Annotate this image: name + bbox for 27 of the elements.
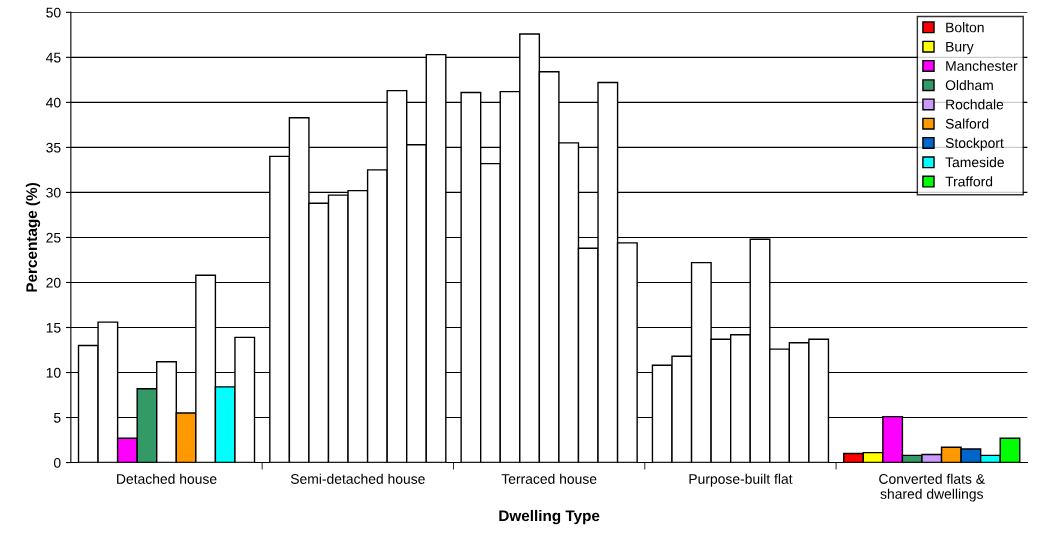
legend-label: Tameside bbox=[945, 157, 1004, 168]
y-tick-label: 50 bbox=[46, 7, 61, 18]
x-tick-label: Semi-detached house bbox=[290, 473, 425, 484]
x-tick-label: Purpose-built flat bbox=[689, 473, 793, 487]
legend-label: Trafford bbox=[945, 176, 993, 187]
y-tick-label: 15 bbox=[46, 322, 61, 333]
legend-label: Bury bbox=[946, 41, 974, 55]
y-tick-label: 25 bbox=[46, 232, 61, 243]
y-tick-label: 20 bbox=[46, 277, 61, 288]
legend-label: Stockport bbox=[945, 137, 1004, 151]
y-tick-label: 10 bbox=[46, 367, 61, 378]
x-tick-label: Converted flats & shared dwellings bbox=[879, 473, 985, 502]
legend-label: Salford bbox=[945, 118, 989, 129]
legend-label: Rochdale bbox=[946, 99, 1004, 110]
legend-label: Manchester bbox=[946, 60, 1018, 71]
y-tick-label: 35 bbox=[46, 142, 61, 153]
x-axis-title: Dwelling Type bbox=[499, 509, 600, 525]
x-tick-label: Detached house bbox=[117, 473, 217, 484]
y-axis-title: Percentage (%) bbox=[25, 183, 41, 292]
y-tick-label: 0 bbox=[53, 457, 61, 468]
y-tick-label: 40 bbox=[46, 97, 61, 108]
y-tick-label: 45 bbox=[46, 52, 61, 63]
y-tick-label: 30 bbox=[46, 187, 61, 198]
x-tick-label: Terraced house bbox=[501, 473, 597, 484]
y-tick-label: 5 bbox=[53, 413, 61, 423]
legend-label: Oldham bbox=[945, 79, 993, 91]
legend-label: Bolton bbox=[946, 22, 984, 33]
